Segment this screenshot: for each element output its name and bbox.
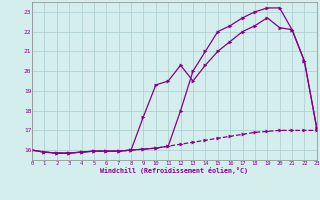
X-axis label: Windchill (Refroidissement éolien,°C): Windchill (Refroidissement éolien,°C) [100, 167, 248, 174]
